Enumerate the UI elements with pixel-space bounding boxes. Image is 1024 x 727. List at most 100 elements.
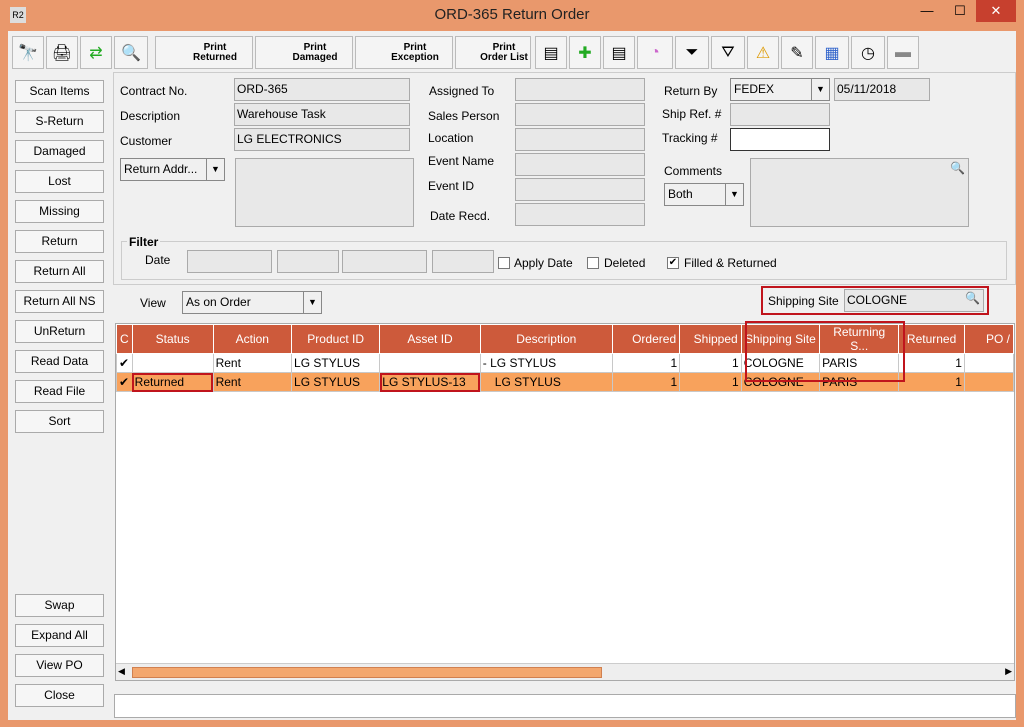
- printer-icon[interactable]: 🖨: [46, 36, 78, 69]
- shipping-site-highlight: [761, 286, 989, 315]
- col-returned[interactable]: Returned: [898, 324, 965, 354]
- sort-button[interactable]: Sort: [15, 410, 104, 433]
- contract-field[interactable]: ORD-365: [234, 78, 410, 101]
- damaged-button[interactable]: Damaged: [15, 140, 104, 163]
- missing-button[interactable]: Missing: [15, 200, 104, 223]
- close-window-button[interactable]: ✕: [976, 0, 1016, 22]
- refresh-icon[interactable]: ⇄: [80, 36, 112, 69]
- print-returned-button[interactable]: Print Returned: [155, 36, 253, 69]
- col-shipping-site[interactable]: Shipping Site: [740, 324, 821, 354]
- zoom-icon[interactable]: 🔍: [114, 36, 148, 69]
- event-id-label: Event ID: [428, 179, 475, 193]
- scanner-alert-icon[interactable]: ▤: [603, 36, 635, 69]
- swap-button[interactable]: Swap: [15, 594, 104, 617]
- row-checkbox[interactable]: ✔: [116, 353, 133, 373]
- scanner-icon[interactable]: ▤: [535, 36, 567, 69]
- warning-doc-icon[interactable]: ⚠: [747, 36, 779, 69]
- filled-returned-checkbox[interactable]: ✔: [667, 257, 679, 269]
- scan-items-button[interactable]: Scan Items: [15, 80, 104, 103]
- horizontal-scrollbar[interactable]: ◀ ▶: [116, 663, 1014, 680]
- apply-date-checkbox[interactable]: [498, 257, 510, 269]
- return-all-button[interactable]: Return All: [15, 260, 104, 283]
- date-to-field[interactable]: [432, 250, 494, 273]
- scroll-right-icon[interactable]: ▶: [1005, 666, 1012, 676]
- print-damaged-button[interactable]: Print Damaged: [255, 36, 353, 69]
- col-c[interactable]: C: [116, 324, 133, 354]
- date-op-select[interactable]: [342, 250, 427, 273]
- read-data-button[interactable]: Read Data: [15, 350, 104, 373]
- assigned-field[interactable]: [515, 78, 645, 101]
- shipping-site-field[interactable]: COLOGNE 🔍: [844, 289, 984, 312]
- col-product-id[interactable]: Product ID: [291, 324, 381, 354]
- eraser-clock-icon[interactable]: ◔: [637, 36, 673, 69]
- search-icon[interactable]: 🔍: [950, 161, 965, 175]
- tracking-label: Tracking #: [662, 131, 718, 145]
- table-row-selected[interactable]: ✔ Returned Rent LG STYLUS LG STYLUS-13 L…: [116, 372, 1014, 392]
- close-button[interactable]: Close: [15, 684, 104, 707]
- print-order-list-button[interactable]: Print Order List: [455, 36, 531, 69]
- customer-field[interactable]: LG ELECTRONICS: [234, 128, 410, 151]
- return-button[interactable]: Return: [15, 230, 104, 253]
- date-from-field[interactable]: [277, 250, 339, 273]
- gauge-icon[interactable]: ◷: [851, 36, 885, 69]
- sales-field[interactable]: [515, 103, 645, 126]
- view-select[interactable]: As on Order ▼: [182, 291, 322, 314]
- deleted-checkbox[interactable]: [587, 257, 599, 269]
- search-icon[interactable]: 🔍: [965, 291, 980, 305]
- return-address-select[interactable]: Return Addr... ▼: [120, 158, 225, 181]
- label: Print: [203, 41, 227, 53]
- col-ordered[interactable]: Ordered: [611, 324, 681, 354]
- scroll-left-icon[interactable]: ◀: [118, 666, 125, 676]
- table-row[interactable]: ✔ Rent LG STYLUS - LG STYLUS 1 1 COLOGNE…: [116, 353, 1014, 373]
- col-po[interactable]: PO /: [963, 324, 1014, 354]
- comments-select[interactable]: Both ▼: [664, 183, 744, 206]
- return-all-ns-button[interactable]: Return All NS: [15, 290, 104, 313]
- ship-ref-field[interactable]: [730, 103, 830, 126]
- col-status[interactable]: Status: [131, 324, 214, 354]
- filter-check-icon[interactable]: ⛛: [711, 36, 745, 69]
- expand-all-button[interactable]: Expand All: [15, 624, 104, 647]
- view-po-button[interactable]: View PO: [15, 654, 104, 677]
- col-returning-site[interactable]: Returning S...: [819, 324, 900, 354]
- print-exception-button[interactable]: Print Exception: [355, 36, 453, 69]
- box-icon[interactable]: ▬: [887, 36, 919, 69]
- location-field[interactable]: [515, 128, 645, 151]
- funnel-icon[interactable]: ⏷: [675, 36, 709, 69]
- scrollbar-thumb[interactable]: [132, 667, 602, 678]
- address-box[interactable]: [235, 158, 414, 227]
- cell-shipped: 1: [679, 372, 742, 392]
- edit-icon[interactable]: ✎: [781, 36, 813, 69]
- grid-colors-icon[interactable]: ▦: [815, 36, 849, 69]
- return-by-select[interactable]: FEDEX ▼: [730, 78, 830, 101]
- add-icon[interactable]: ✚: [569, 36, 601, 69]
- return-date-field[interactable]: 05/11/2018: [834, 78, 930, 101]
- date-recd-field[interactable]: [515, 203, 645, 226]
- tracking-field[interactable]: [730, 128, 830, 151]
- date-type-select[interactable]: [187, 250, 272, 273]
- maximize-button[interactable]: ☐: [954, 3, 966, 18]
- ship-ref-label: Ship Ref. #: [662, 107, 722, 121]
- binoculars-icon[interactable]: 🔭: [12, 36, 44, 69]
- cell-asset: LG STYLUS-13: [379, 372, 481, 392]
- comments-field[interactable]: 🔍: [750, 158, 969, 227]
- cell-action: Rent: [212, 372, 293, 392]
- event-name-field[interactable]: [515, 153, 645, 176]
- contract-label: Contract No.: [120, 84, 188, 98]
- description-field[interactable]: Warehouse Task: [234, 103, 410, 126]
- read-file-button[interactable]: Read File: [15, 380, 104, 403]
- col-shipped[interactable]: Shipped: [679, 324, 742, 354]
- cell-returned: 1: [898, 353, 965, 373]
- cell-status: [131, 353, 214, 373]
- row-checkbox[interactable]: ✔: [116, 372, 133, 392]
- lost-button[interactable]: Lost: [15, 170, 104, 193]
- s-return-button[interactable]: S-Return: [15, 110, 104, 133]
- event-id-field[interactable]: [515, 178, 645, 201]
- col-asset-id[interactable]: Asset ID: [379, 324, 481, 354]
- minimize-button[interactable]: —: [920, 3, 934, 18]
- col-description[interactable]: Description: [479, 324, 613, 354]
- app-icon: R2: [10, 7, 26, 23]
- col-action[interactable]: Action: [212, 324, 293, 354]
- cell-po: [963, 353, 1014, 373]
- comments-label: Comments: [664, 164, 723, 178]
- unreturn-button[interactable]: UnReturn: [15, 320, 104, 343]
